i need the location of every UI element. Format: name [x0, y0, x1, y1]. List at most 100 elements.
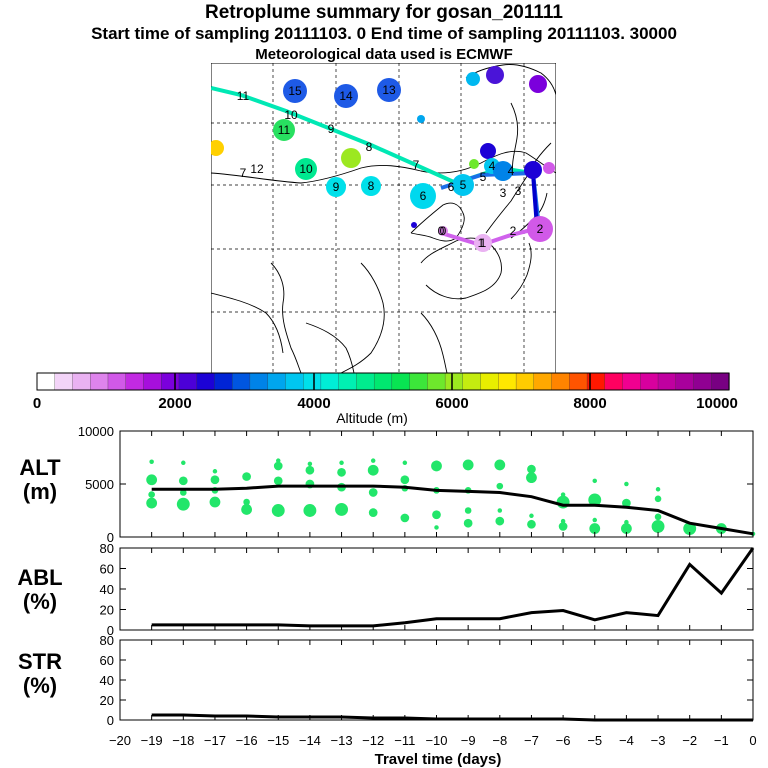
colorbar-cell — [604, 372, 624, 391]
map-label: 2 — [537, 222, 544, 236]
map-label: 1 — [480, 236, 487, 250]
x-tick-label: −8 — [492, 733, 507, 748]
x-tick-label: −5 — [587, 733, 602, 748]
colorbar-cell — [444, 372, 464, 391]
altitude-scatter-point — [433, 487, 440, 494]
panel-unit: (m) — [22, 479, 58, 504]
x-tick-label: −13 — [331, 733, 353, 748]
colorbar-cell — [178, 372, 198, 391]
altitude-scatter-point — [687, 522, 692, 527]
altitude-scatter-point — [273, 476, 283, 486]
altitude-scatter-point — [148, 491, 155, 498]
altitude-scatter-point — [624, 481, 629, 487]
altitude-scatter-point — [592, 517, 597, 523]
map-label: 3 — [500, 186, 507, 200]
colorbar-cell — [356, 372, 375, 391]
colorbar-cell — [161, 372, 180, 391]
colorbar-tick-label: 2000 — [158, 395, 191, 412]
x-tick-label: 0 — [749, 733, 756, 748]
y-tick-label: 20 — [100, 693, 114, 708]
map-label: 4 — [508, 164, 515, 178]
colorbar-cell — [480, 372, 499, 391]
altitude-scatter-point — [273, 461, 283, 471]
y-tick-label: 40 — [100, 673, 114, 688]
panel-alt: 0 5000 10000 — [78, 424, 756, 545]
map-label: 5 — [460, 178, 467, 192]
altitude-scatter-point — [556, 495, 570, 509]
altitude-scatter-point — [368, 488, 378, 497]
colorbar-tick-label: 10000 — [696, 395, 738, 412]
colorbar-cell — [551, 372, 570, 391]
altitude-scatter-point — [527, 519, 536, 529]
colorbar-cell — [320, 372, 340, 391]
colorbar-cell — [533, 372, 553, 391]
plot-frame — [119, 547, 754, 631]
y-tick-label: 20 — [100, 603, 114, 618]
y-tick-label: 60 — [100, 653, 114, 668]
altitude-scatter-point — [431, 460, 442, 472]
colorbar-cell — [285, 372, 304, 391]
colorbar-cell — [427, 372, 446, 391]
panel-title: ABL — [17, 565, 63, 590]
colorbar-cell — [125, 372, 145, 391]
altitude-scatter-point — [337, 467, 346, 477]
y-tick-label: 0 — [107, 713, 114, 728]
altitude-scatter-point — [494, 459, 506, 471]
altitude-scatter-point — [180, 489, 187, 496]
altitude-scatter-point — [529, 513, 534, 519]
altitude-scatter-point — [271, 504, 285, 517]
x-tick-label: −16 — [236, 733, 258, 748]
x-tick-label: −11 — [394, 733, 415, 748]
y-tick-label: 40 — [100, 582, 114, 597]
altitude-scatter-point — [560, 518, 566, 524]
altitude-scatter-point — [592, 478, 597, 484]
map-label: 8 — [366, 140, 373, 154]
map-label: 7 — [413, 158, 420, 172]
map-label: 2 — [510, 224, 517, 238]
y-tick-label: 80 — [100, 633, 114, 648]
colorbar-cell — [90, 372, 109, 391]
cluster-markers — [211, 66, 555, 252]
altitude-scatter-point — [715, 523, 727, 534]
series-line — [151, 547, 755, 628]
altitude-scatter-point — [526, 472, 537, 484]
x-tick-label: −3 — [651, 733, 666, 748]
colorbar-title: Altitude (m) — [336, 410, 408, 426]
map-label: 0 — [440, 224, 447, 238]
altitude-scatter-point — [212, 469, 218, 474]
colorbar-cell — [54, 372, 74, 391]
x-tick-label: −17 — [204, 733, 226, 748]
map-label: 6 — [420, 189, 427, 203]
y-tick-label: 0 — [107, 530, 114, 545]
altitude-scatter-point — [400, 475, 410, 485]
colorbar-cell — [107, 372, 127, 391]
altitude-scatter-point — [402, 460, 408, 466]
altitude-scatter-point — [651, 519, 665, 533]
colorbar-cell — [143, 372, 162, 391]
colorbar-cell — [373, 372, 393, 391]
colorbar-cell — [196, 372, 216, 391]
sampling-time-line: Start time of sampling 20111103. 0 End t… — [91, 24, 677, 43]
altitude-scatter-point — [464, 487, 472, 494]
x-tick-label: −9 — [461, 733, 476, 748]
colorbar-cell — [711, 372, 730, 391]
altitude-scatter-point — [241, 504, 253, 515]
x-tick-label: −15 — [267, 733, 289, 748]
plot-frame — [119, 430, 754, 538]
x-axis-title: Travel time (days) — [375, 751, 502, 768]
x-tick-label: −20 — [109, 733, 131, 748]
map-label: 13 — [382, 83, 396, 97]
map-label: 9 — [333, 180, 340, 194]
panel-abl: 0 20 40 60 80 — [100, 541, 755, 638]
y-tick-label: 5000 — [85, 477, 114, 492]
altitude-scatter-point — [337, 482, 346, 492]
altitude-scatter-point — [305, 479, 315, 489]
trajectory-map: 11 10 9 8 7 6 5 4 3 2 1 0 15 14 13 12 11… — [211, 63, 556, 373]
altitude-scatter-point — [146, 497, 158, 509]
colorbar-cell — [302, 372, 322, 391]
x-tick-label: −10 — [425, 733, 447, 748]
colorbar-cell — [462, 372, 482, 391]
y-tick-label: 0 — [107, 623, 114, 638]
map-label: 10 — [299, 162, 313, 176]
colorbar-tick-label: 8000 — [573, 395, 606, 412]
